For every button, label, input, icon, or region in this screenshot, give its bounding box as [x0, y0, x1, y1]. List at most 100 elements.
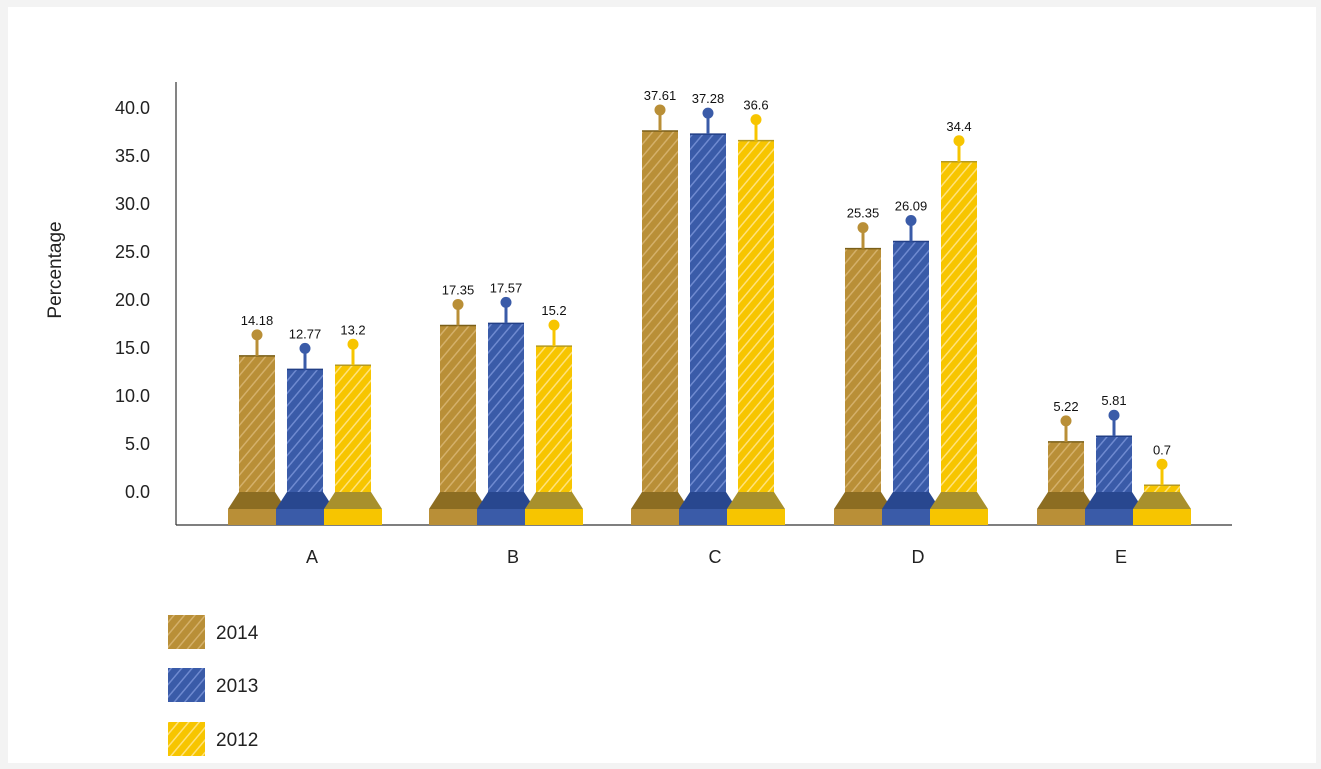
bar-base-block [1037, 509, 1095, 525]
bar-base-block [727, 509, 785, 525]
data-label: 5.22 [1053, 399, 1078, 414]
y-tick-label: 15.0 [115, 338, 150, 358]
bar-a-2014: 14.18 [228, 313, 286, 525]
bar-base-plate [882, 492, 940, 509]
bar-base-plate [834, 492, 892, 509]
bar-pin-head [1108, 409, 1120, 421]
y-tick-label: 10.0 [115, 386, 150, 406]
bar-pin-head [1060, 415, 1072, 427]
y-tick-label: 0.0 [125, 482, 150, 502]
legend-label: 2012 [216, 730, 258, 751]
bar-pin-head [299, 342, 311, 354]
bar-group-e: 5.22 5.81 0.7 [1037, 393, 1191, 525]
bar-base-block [477, 509, 535, 525]
x-tick-label: E [1115, 547, 1127, 567]
bar-base-plate [429, 492, 487, 509]
y-tick-labels: 0.0 5.0 10.0 15.0 20.0 25.0 30.0 35.0 40.0 [115, 98, 150, 502]
data-label: 5.81 [1101, 393, 1126, 408]
legend-item-2012: 2012 [168, 722, 258, 756]
bar-base-plate [1037, 492, 1095, 509]
bar-base-plate [1133, 492, 1191, 509]
data-label: 12.77 [289, 326, 322, 341]
bar-base-block [276, 509, 334, 525]
bar-column [287, 369, 323, 492]
bar-base-plate [727, 492, 785, 509]
y-axis-label: Percentage [45, 221, 66, 318]
data-label: 37.61 [644, 88, 677, 103]
bar-base-block [429, 509, 487, 525]
bar-base-plate [930, 492, 988, 509]
bar-column [738, 140, 774, 492]
bar-base-plate [679, 492, 737, 509]
bar-base-plate [525, 492, 583, 509]
bar-c-2012: 36.6 [727, 98, 785, 525]
bar-base-block [1133, 509, 1191, 525]
bar-base-block [324, 509, 382, 525]
bar-group-d: 25.35 26.09 34.4 [834, 119, 988, 525]
data-label: 37.28 [692, 91, 725, 106]
bar-column [335, 365, 371, 492]
bar-base-block [631, 509, 689, 525]
bar-pin-head [702, 107, 714, 119]
legend-label: 2014 [216, 623, 259, 644]
y-tick-label: 5.0 [125, 434, 150, 454]
x-tick-label: C [709, 547, 722, 567]
bar-pin-head [953, 135, 965, 147]
bar-column [239, 355, 275, 492]
data-label: 0.7 [1153, 442, 1171, 457]
legend: 2014 2013 2012 [168, 615, 259, 756]
bar-column [440, 325, 476, 492]
data-label: 26.09 [895, 199, 928, 214]
y-tick-label: 35.0 [115, 146, 150, 166]
bar-base-plate [324, 492, 382, 509]
bar-e-2012: 0.7 [1133, 442, 1191, 525]
x-tick-label: D [912, 547, 925, 567]
bar-pin-head [654, 104, 666, 116]
bar-d-2014: 25.35 [834, 206, 892, 525]
y-tick-label: 20.0 [115, 290, 150, 310]
bar-b-2013: 17.57 [477, 280, 535, 525]
bar-base-plate [631, 492, 689, 509]
x-tick-labels: A B C D E [306, 547, 1127, 567]
bar-pin-head [548, 319, 560, 331]
legend-swatch [168, 722, 205, 756]
legend-item-2014: 2014 [168, 615, 259, 649]
bar-d-2013: 26.09 [882, 199, 940, 525]
x-tick-label: B [507, 547, 519, 567]
bar-e-2013: 5.81 [1085, 393, 1143, 525]
bar-column [642, 130, 678, 492]
data-label: 17.57 [490, 280, 523, 295]
data-label: 34.4 [946, 119, 971, 134]
legend-label: 2013 [216, 676, 258, 697]
bar-group-a: 14.18 12.77 13.2 [228, 313, 382, 525]
bar-base-block [1085, 509, 1143, 525]
bar-group-b: 17.35 17.57 15.2 [429, 280, 583, 525]
bars: 14.18 12.77 13.2 17.35 17.57 15.2 37.61 37.28 36… [228, 88, 1191, 525]
bar-group-c: 37.61 37.28 36.6 [631, 88, 785, 525]
data-label: 13.2 [340, 322, 365, 337]
data-label: 25.35 [847, 206, 880, 221]
legend-swatch [168, 615, 205, 649]
bar-a-2013: 12.77 [276, 326, 334, 525]
bar-base-plate [276, 492, 334, 509]
bar-pin-head [1156, 458, 1168, 470]
data-label: 15.2 [541, 303, 566, 318]
bar-c-2014: 37.61 [631, 88, 689, 525]
bar-base-plate [1085, 492, 1143, 509]
bar-base-block [930, 509, 988, 525]
bar-base-plate [228, 492, 286, 509]
bar-b-2014: 17.35 [429, 282, 487, 525]
bar-base-plate [477, 492, 535, 509]
bar-column [845, 248, 881, 492]
bar-base-block [882, 509, 940, 525]
data-label: 17.35 [442, 282, 475, 297]
bar-column [690, 134, 726, 492]
bar-pin-head [347, 338, 359, 350]
data-label: 36.6 [743, 98, 768, 113]
bar-base-block [525, 509, 583, 525]
y-tick-label: 30.0 [115, 194, 150, 214]
bar-pin-head [750, 114, 762, 126]
bar-column [1096, 436, 1132, 492]
bar-base-block [834, 509, 892, 525]
